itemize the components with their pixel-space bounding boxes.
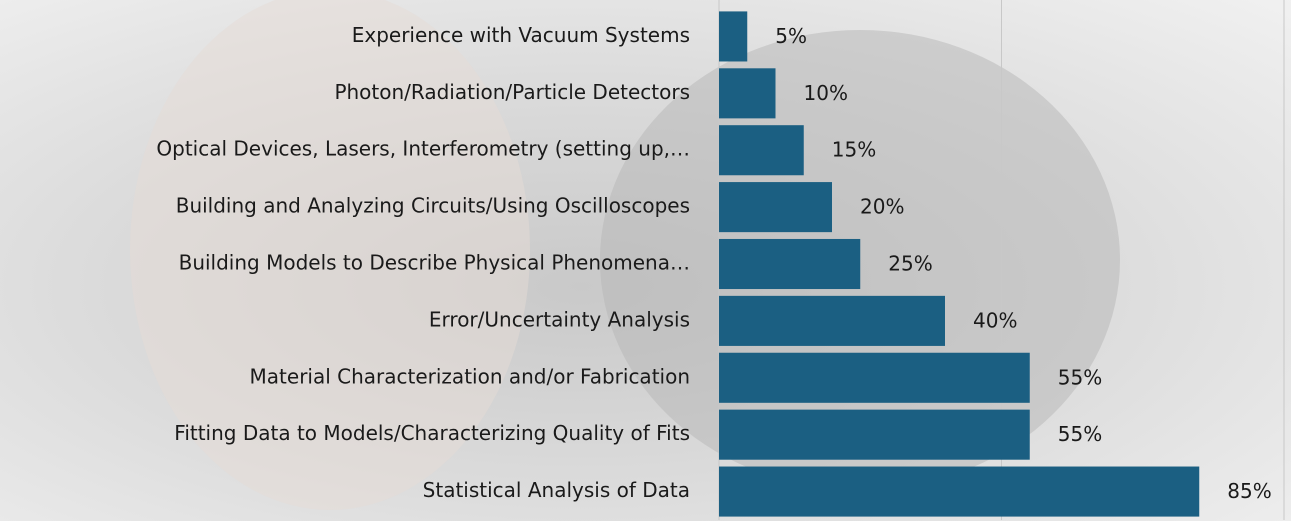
category-label: Material Characterization and/or Fabrica…	[250, 364, 690, 388]
category-label: Optical Devices, Lasers, Interferometry …	[156, 137, 690, 161]
category-label: Building and Analyzing Circuits/Using Os…	[176, 194, 690, 218]
category-label: Statistical Analysis of Data	[423, 478, 690, 502]
bar	[719, 68, 776, 119]
value-label: 5%	[775, 24, 807, 48]
value-label: 55%	[1058, 422, 1102, 446]
category-label: Photon/Radiation/Particle Detectors	[334, 80, 690, 104]
bar	[719, 11, 748, 62]
category-label: Building Models to Describe Physical Phe…	[179, 251, 690, 275]
bar	[719, 182, 832, 233]
category-label: Fitting Data to Models/Characterizing Qu…	[174, 421, 690, 445]
bar	[719, 352, 1030, 403]
bar	[719, 238, 861, 290]
bar	[719, 125, 804, 176]
bar	[719, 466, 1200, 517]
value-label: 55%	[1058, 365, 1102, 389]
value-label: 15%	[832, 138, 876, 162]
value-label: 40%	[973, 308, 1017, 332]
value-label: 10%	[804, 81, 848, 105]
background-photo-blur	[130, 0, 530, 510]
bar	[719, 295, 945, 346]
value-label: 85%	[1227, 479, 1271, 503]
category-label: Experience with Vacuum Systems	[352, 23, 690, 47]
value-label: 20%	[860, 195, 904, 219]
bar	[719, 409, 1030, 460]
category-label: Error/Uncertainty Analysis	[429, 307, 690, 331]
value-label: 25%	[888, 252, 932, 276]
